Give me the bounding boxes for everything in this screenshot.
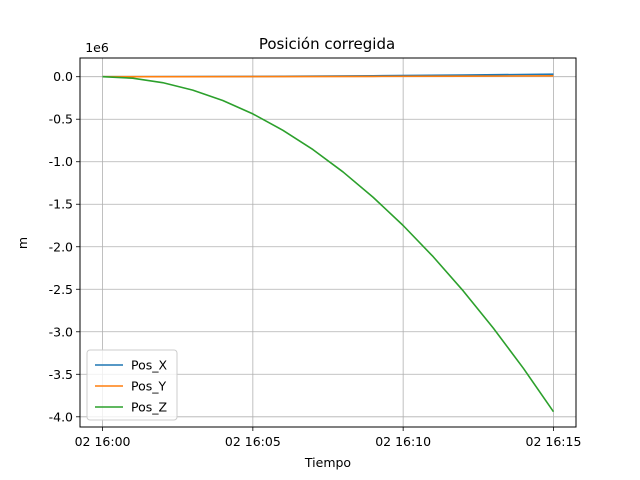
plot-lines	[102, 73, 555, 413]
y-tick-label: -1.5	[49, 197, 73, 212]
x-tick-label: 02 16:00	[75, 434, 131, 449]
y-tick-label: 0.0	[53, 69, 73, 84]
legend-label: Pos_Z	[131, 400, 167, 415]
chart-title: Posición corregida	[259, 35, 395, 53]
y-tick-label: -1.0	[49, 154, 73, 169]
series-line-pos-z	[102, 75, 555, 413]
y-tick-label: -0.5	[49, 112, 73, 127]
x-axis-ticks: 02 16:00 02 16:05 02 16:10 02 16:15	[75, 427, 582, 449]
legend-label: Pos_Y	[131, 379, 167, 394]
y-tick-label: -2.0	[49, 239, 73, 254]
y-tick-label: -3.0	[49, 324, 73, 339]
legend-box	[86, 349, 178, 421]
plot-frame	[79, 57, 577, 428]
grid	[80, 58, 576, 427]
y-tick-label: -3.5	[49, 367, 73, 382]
x-tick-label: 02 16:10	[375, 434, 431, 449]
y-axis-label: m	[15, 237, 30, 249]
x-axis-label: Tiempo	[304, 455, 351, 470]
x-tick-label: 02 16:15	[526, 434, 582, 449]
y-axis-ticks: 0.0 -0.5 -1.0 -1.5 -2.0 -2.5 -3.0 -3.5 -4.0	[49, 69, 80, 424]
legend: Pos_X Pos_Y Pos_Z	[86, 349, 178, 421]
series-line-pos-y	[102, 75, 554, 78]
y-offset-label: 1e6	[85, 40, 109, 55]
x-tick-label: 02 16:05	[225, 434, 281, 449]
legend-label: Pos_X	[131, 358, 168, 373]
y-tick-label: -4.0	[49, 409, 73, 424]
y-tick-label: -2.5	[49, 282, 73, 297]
